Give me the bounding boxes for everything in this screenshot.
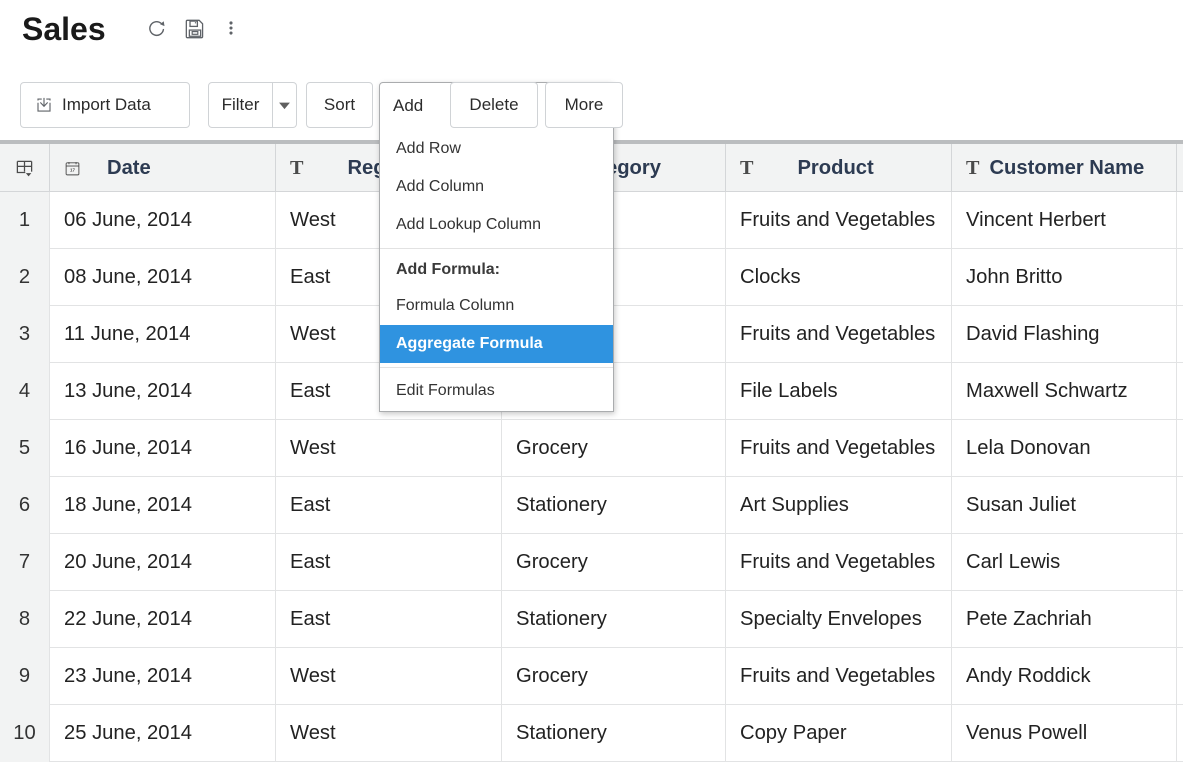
svg-text:17: 17 [70,167,75,172]
